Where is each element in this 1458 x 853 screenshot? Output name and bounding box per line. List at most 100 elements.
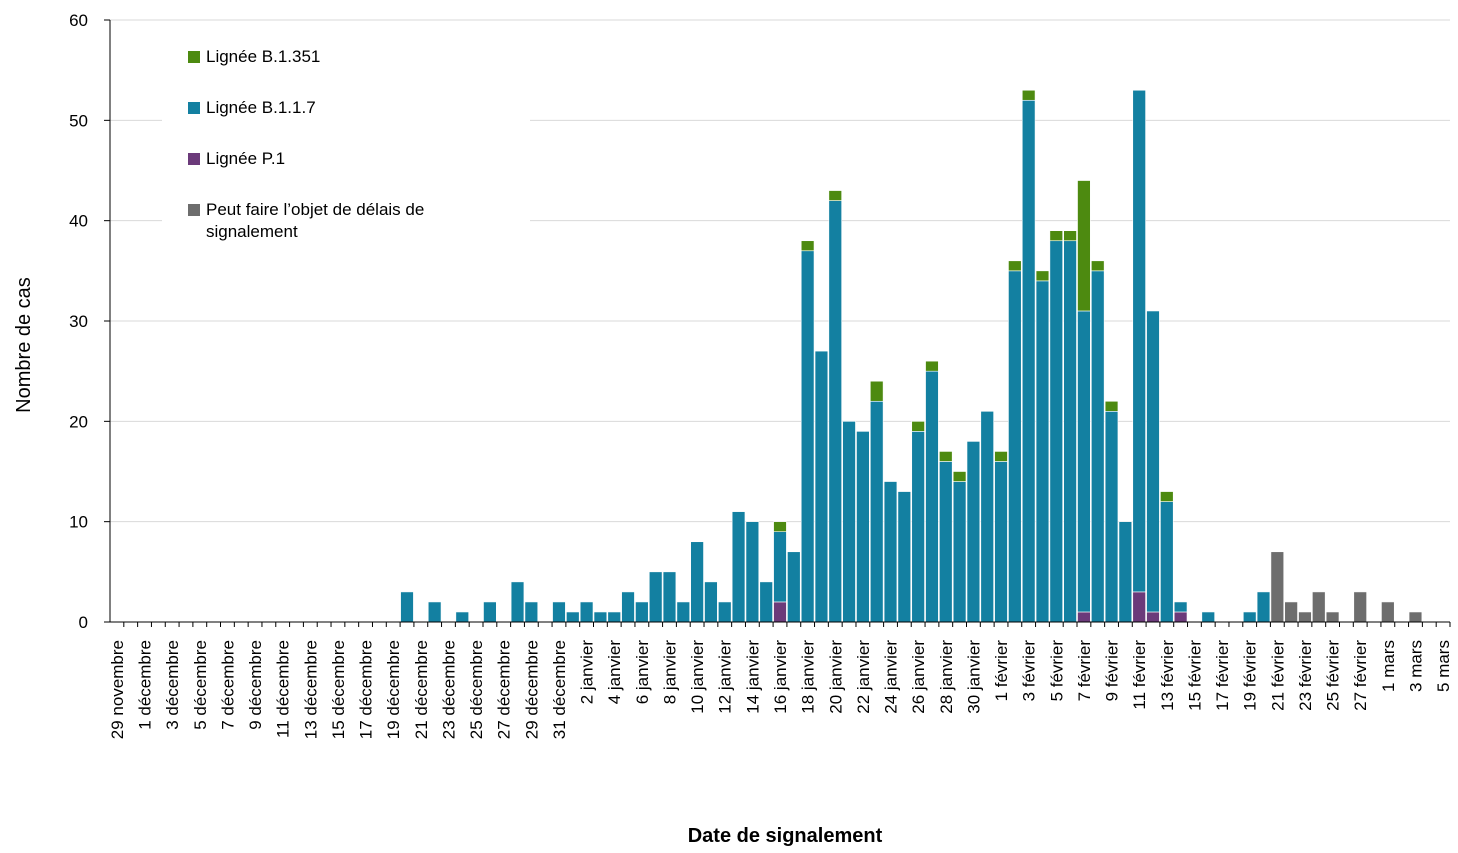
x-tick-label: 16 janvier [771,640,790,714]
bar-segment [1325,611,1340,623]
bar-segment [1353,591,1367,623]
bar-segment [1063,240,1077,623]
x-tick-label: 17 février [1213,640,1232,711]
bar-segment [1077,310,1091,613]
x-tick-label: 25 décembre [467,640,486,739]
bar-segment [593,611,608,623]
bar-segment [1008,260,1022,272]
x-tick-label: 5 décembre [191,640,210,730]
bar-segment [662,571,677,623]
bar-segment [1049,240,1063,623]
legend-label: Peut faire l’objet de délais de signalem… [206,200,425,241]
bar-segment [607,611,621,623]
x-tick-label: 7 décembre [218,640,237,730]
bar-segment [952,471,967,482]
bar-segment [1049,230,1063,242]
bar-segment [787,551,801,623]
bar-segment [842,421,856,623]
bar-segment [869,400,884,623]
bar-segment [883,481,898,623]
bar-segment [1077,611,1091,623]
bar-segment [1132,89,1146,593]
x-tick-label: 3 février [1020,640,1039,702]
y-tick-label: 10 [69,513,88,532]
x-tick-label: 29 décembre [522,640,541,739]
bar-segment [1298,611,1312,623]
bar-segment [1132,591,1146,623]
x-tick-label: 31 décembre [550,640,569,739]
legend-swatch [188,51,200,63]
bar-segment [718,601,732,623]
x-tick-label: 9 décembre [246,640,265,730]
bar-segment [1201,611,1215,623]
y-tick-label: 50 [69,111,88,130]
bar-segment [939,461,953,623]
y-tick-label: 20 [69,412,88,431]
bar-segment [1173,611,1188,623]
x-tick-label: 11 février [1130,640,1149,710]
x-tick-label: 13 février [1158,640,1177,711]
x-tick-label: 25 février [1324,640,1343,711]
x-tick-label: 6 janvier [633,640,652,705]
bar-segment [800,250,815,623]
legend-item: Lignée B.1.1.7 [188,97,508,119]
bar-segment [1160,501,1174,623]
bar-segment [1063,230,1077,242]
x-tick-label: 9 février [1103,640,1122,702]
bar-segment [1270,551,1285,623]
bar-segment [1118,521,1133,623]
bar-segment [566,611,580,623]
bar-segment [731,511,746,623]
bar-segment [925,370,939,623]
bar-segment [939,451,953,462]
bar-segment [897,491,912,623]
bar-segment [994,461,1008,623]
x-tick-label: 10 janvier [688,640,707,714]
bar-segment [1104,410,1119,623]
x-tick-label: 23 décembre [439,640,458,739]
bar-segment [911,421,925,432]
bar-segment [869,380,884,402]
bar-segment [911,431,925,623]
legend-label: Lignée B.1.351 [206,47,321,66]
bar-segment [1284,601,1298,623]
bar-segment [455,611,469,623]
bar-segment [856,431,870,623]
bar-segment [994,451,1008,462]
legend-swatch [188,102,200,114]
bar-segment [1021,99,1036,623]
x-tick-label: 5 février [1047,640,1066,702]
bar-segment [1173,601,1188,613]
bar-segment [1035,270,1050,282]
x-tick-label: 1 mars [1379,640,1398,692]
bar-segment [952,481,967,623]
x-tick-label: 2 janvier [578,640,597,705]
legend: Lignée B.1.351 Lignée B.1.1.7 Lignée P.1 Pe… [162,42,530,251]
bar-segment [1242,611,1257,623]
x-axis-label: Date de signalement [688,825,883,847]
bar-segment [1256,591,1271,623]
bar-segment [814,350,829,623]
y-axis-label: Nombre de cas [13,277,35,413]
bar-segment [427,601,442,623]
bar-segment [966,441,981,623]
bar-segment [552,601,566,623]
x-tick-label: 28 janvier [937,640,956,714]
x-tick-label: 15 février [1185,640,1204,711]
bar-segment [773,521,787,533]
x-tick-label: 19 décembre [384,640,403,739]
bar-segment [704,581,718,623]
bar-segment [635,601,649,623]
bar-segment [773,601,787,623]
x-tick-label: 18 janvier [799,640,818,714]
x-tick-label: 23 février [1296,640,1315,711]
y-tick-label: 40 [69,212,88,231]
x-tick-label: 20 janvier [826,640,845,714]
x-tick-label: 7 février [1075,640,1094,702]
bar-segment [925,360,939,372]
bar-segment [510,581,525,623]
bar-segment [759,581,773,623]
x-tick-label: 21 février [1268,640,1287,711]
x-tick-label: 3 mars [1406,640,1425,692]
bar-segment [1160,491,1174,502]
